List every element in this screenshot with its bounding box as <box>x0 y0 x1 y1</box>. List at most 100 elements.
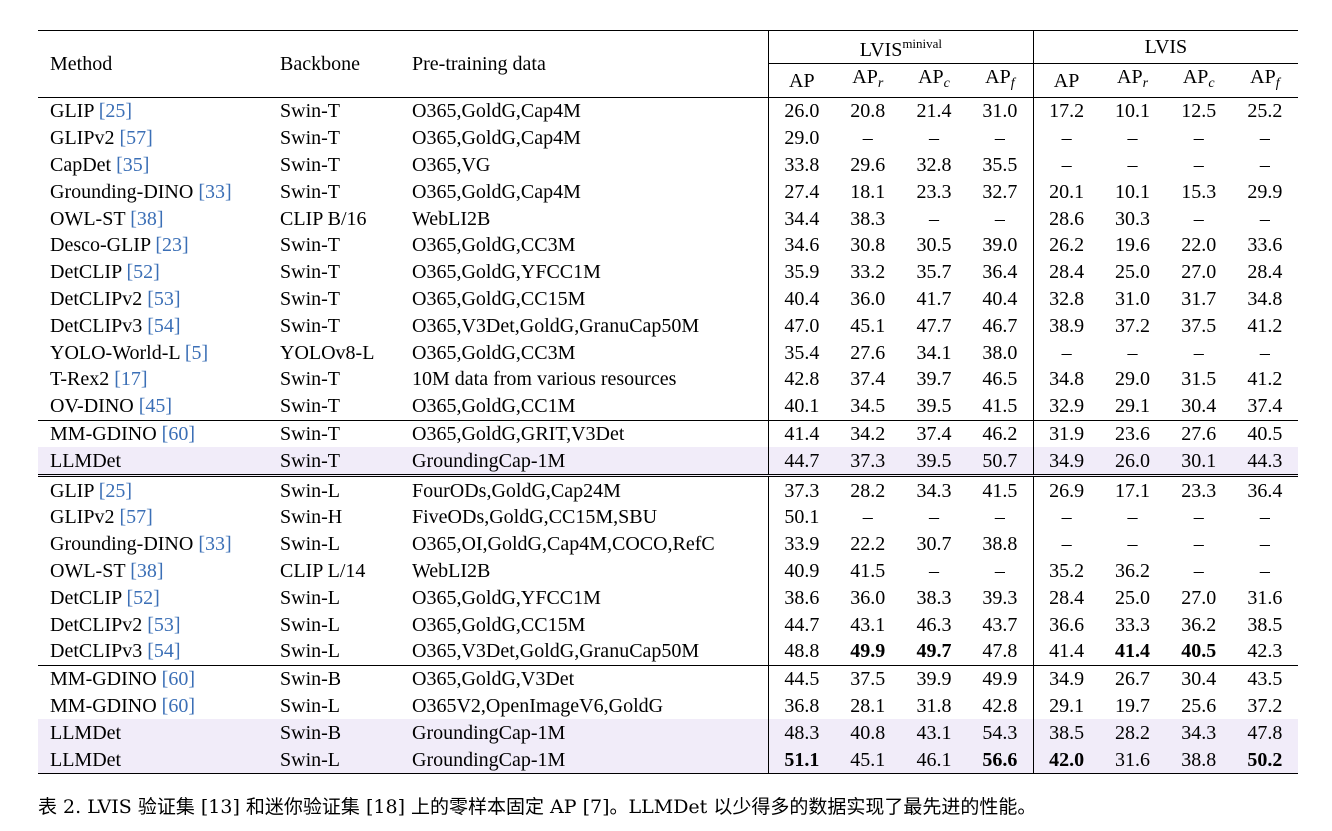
cell-backbone: Swin-B <box>280 664 412 693</box>
cell-value: 48.8 <box>767 637 835 666</box>
cell-backbone: Swin-T <box>280 127 340 150</box>
cell-pretraining-data: WebLI2B <box>412 207 491 230</box>
table-row: LLMDet Swin-T GroundingCap-1M 44.7 37.3 39.5 5… <box>38 447 1298 476</box>
cell-value: 29.9 <box>1247 180 1283 203</box>
cell-value: – <box>1193 506 1204 529</box>
method-name: DetCLIPv3 <box>50 640 143 663</box>
cell-value: 34.4 <box>767 205 835 232</box>
cell-method: Grounding-DINO [33] <box>38 178 280 205</box>
cell-value: 34.9 <box>1032 664 1100 693</box>
cell-value: 36.8 <box>767 692 835 720</box>
cell-value: 35.4 <box>767 339 835 366</box>
cell-value: 40.5 <box>1231 419 1298 448</box>
table-row: YOLO-World-L [5] YOLOv8-L O365,GoldG,CC3M 3… <box>38 339 1298 366</box>
table-row: T-Rex2 [17] Swin-T 10M data from various r… <box>38 365 1298 393</box>
cell-value: 10.1 <box>1115 180 1151 203</box>
cell-method: DetCLIPv3 [54] <box>38 638 280 665</box>
cell-value: 32.7 <box>982 180 1018 203</box>
citation-link[interactable]: [33] <box>198 533 232 556</box>
cell-value: 28.4 <box>1032 258 1100 286</box>
cell-pretraining-data: O365,GoldG,CC15M <box>412 613 586 636</box>
cell-method: DetCLIPv3 [54] <box>38 312 280 339</box>
citation-link[interactable]: [25] <box>98 100 133 123</box>
citation-link[interactable]: [38] <box>130 207 164 230</box>
cell-value: 29.1 <box>1115 395 1151 418</box>
cell-value: 26.7 <box>1099 664 1166 693</box>
citation-link[interactable]: [52] <box>126 261 160 284</box>
citation-link[interactable]: [5] <box>184 341 209 364</box>
cell-value: 26.0 <box>1099 447 1166 476</box>
table-row: DetCLIPv2 [53] Swin-T O365,GoldG,CC15M 40.4… <box>38 285 1298 313</box>
header-apf: APf <box>1250 66 1280 91</box>
cell-value: 51.1 <box>767 746 835 774</box>
cell-value: 30.7 <box>916 533 952 556</box>
cell-value: 33.2 <box>850 261 886 284</box>
citation-link[interactable]: [52] <box>126 586 160 609</box>
cell-value: 26.0 <box>767 96 835 125</box>
cell-value: 37.3 <box>767 474 835 504</box>
cell-value: – <box>1259 533 1270 556</box>
cell-value: – <box>1032 530 1100 558</box>
cell-value: – <box>928 207 939 230</box>
cell-method: T-Rex2 [17] <box>38 366 280 393</box>
method-name: OWL-ST <box>50 207 126 230</box>
citation-link[interactable]: [57] <box>119 506 153 529</box>
citation-link[interactable]: [60] <box>161 422 195 445</box>
method-name: GLIPv2 <box>50 506 115 529</box>
cell-value: – <box>1193 153 1204 176</box>
citation-link[interactable]: [33] <box>198 180 232 203</box>
citation-link[interactable]: [45] <box>138 395 173 418</box>
cell-value: – <box>1127 153 1138 176</box>
cell-backbone: Swin-T <box>280 180 340 203</box>
header-lvis-minival-sup: minival <box>902 36 943 51</box>
cell-method: LLMDet <box>38 746 280 774</box>
citation-link[interactable]: [60] <box>161 668 195 691</box>
cell-value: 45.1 <box>850 314 886 337</box>
citation-link[interactable]: [54] <box>147 314 181 337</box>
table-row: DetCLIP [52] Swin-T O365,GoldG,YFCC1M 35.9 3… <box>38 258 1298 286</box>
table-caption: 表 2. LVIS 验证集 [13] 和迷你验证集 [18] 上的零样本固定 A… <box>38 796 1037 818</box>
cell-value: 27.6 <box>1165 419 1232 448</box>
cell-pretraining-data: O365,GoldG,Cap4M <box>412 96 769 125</box>
method-name: MM-GDINO <box>50 422 157 445</box>
method-name: YOLO-World-L <box>50 341 180 364</box>
cell-backbone: Swin-T <box>280 261 340 284</box>
table-row: GLIPv2 [57] Swin-H FiveODs,GoldG,CC15M,SBU… <box>38 503 1298 531</box>
cell-value: 22.2 <box>850 533 886 556</box>
cell-value: 39.9 <box>900 664 968 693</box>
cell-value: 25.2 <box>1231 96 1298 125</box>
cell-value: 33.8 <box>767 151 835 179</box>
cell-value: 30.1 <box>1165 447 1232 476</box>
cell-value: 46.1 <box>900 746 968 774</box>
cell-value: 19.7 <box>1115 694 1151 717</box>
cell-value: 31.6 <box>1247 586 1283 609</box>
results-table-container: Method Backbone Pre-training data LVISmi… <box>38 30 1298 774</box>
citation-link[interactable]: [60] <box>161 694 195 717</box>
cell-value: – <box>1259 341 1270 364</box>
citation-link[interactable]: [35] <box>116 153 150 176</box>
cell-pretraining-data: 10M data from various resources <box>412 368 677 391</box>
method-name: GLIPv2 <box>50 127 115 150</box>
cell-value: 35.2 <box>1032 557 1100 585</box>
citation-link[interactable]: [23] <box>155 234 189 257</box>
cell-value: 37.2 <box>1115 314 1151 337</box>
citation-link[interactable]: [38] <box>130 559 164 582</box>
table-row: Grounding-DINO [33] Swin-L O365,OI,GoldG,C… <box>38 530 1298 558</box>
cell-pretraining-data: WebLI2B <box>412 559 491 582</box>
cell-value: 28.4 <box>1247 261 1283 284</box>
cell-value: – <box>928 559 939 582</box>
cell-value: 46.2 <box>967 419 1034 448</box>
cell-value: 30.3 <box>1115 207 1151 230</box>
header-lvis-minival: LVISminival <box>768 30 1034 64</box>
table-row: OWL-ST [38] CLIP B/16 WebLI2B 34.4 38.3– –28.… <box>38 205 1298 232</box>
citation-link[interactable]: [53] <box>147 287 181 310</box>
citation-link[interactable]: [25] <box>98 479 133 502</box>
cell-value: 44.3 <box>1231 447 1298 476</box>
citation-link[interactable]: [53] <box>147 613 181 636</box>
cell-value: 46.3 <box>916 613 952 636</box>
citation-link[interactable]: [54] <box>147 640 181 663</box>
citation-link[interactable]: [57] <box>119 127 153 150</box>
cell-value: 38.3 <box>916 586 952 609</box>
citation-link[interactable]: [17] <box>114 368 148 391</box>
cell-value: 31.6 <box>1099 746 1166 774</box>
